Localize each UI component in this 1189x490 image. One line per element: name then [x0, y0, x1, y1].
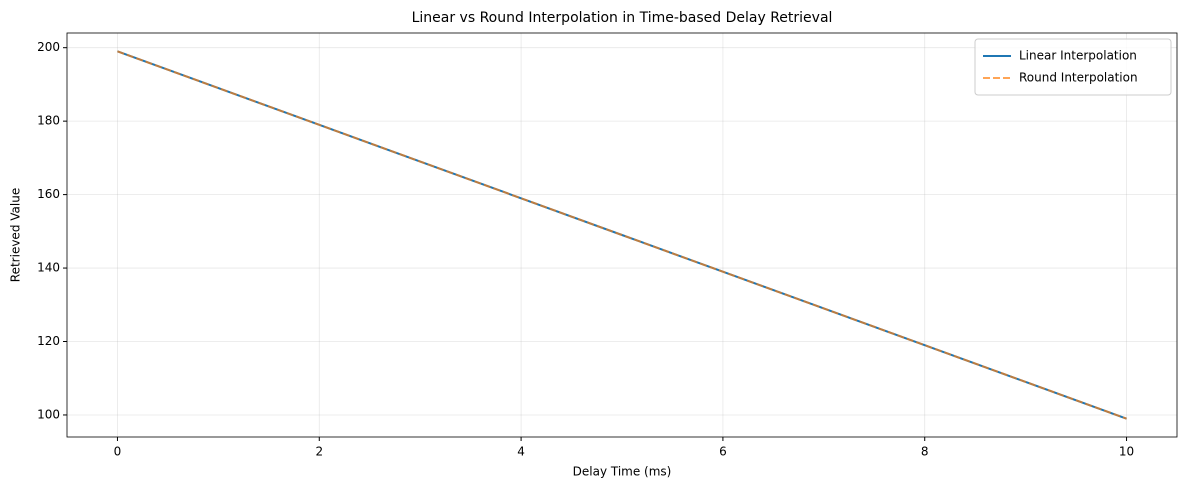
y-tick-label: 180 — [37, 114, 60, 128]
y-tick-label: 200 — [37, 40, 60, 54]
legend-box — [974, 38, 1172, 96]
x-tick-label: 8 — [921, 445, 929, 459]
y-tick-label: 100 — [37, 407, 60, 421]
x-tick-label: 10 — [1119, 445, 1134, 459]
plot-frame — [66, 32, 1178, 438]
y-tick-label: 120 — [37, 334, 60, 348]
legend-label: Linear Interpolation — [1019, 49, 1137, 63]
x-axis-label: Delay Time (ms) — [573, 465, 672, 479]
x-tick-label: 6 — [719, 445, 727, 459]
y-axis-label: Retrieved Value — [9, 188, 23, 282]
y-tick-label: 140 — [37, 261, 60, 275]
chart-title: Linear vs Round Interpolation in Time-ba… — [412, 10, 833, 26]
line-series — [117, 50, 1127, 420]
x-tick-label: 0 — [114, 445, 122, 459]
x-tick-label: 2 — [315, 445, 323, 459]
legend-label: Round Interpolation — [1019, 71, 1138, 85]
x-tick-label: 4 — [517, 445, 525, 459]
y-tick-label: 160 — [37, 187, 60, 201]
